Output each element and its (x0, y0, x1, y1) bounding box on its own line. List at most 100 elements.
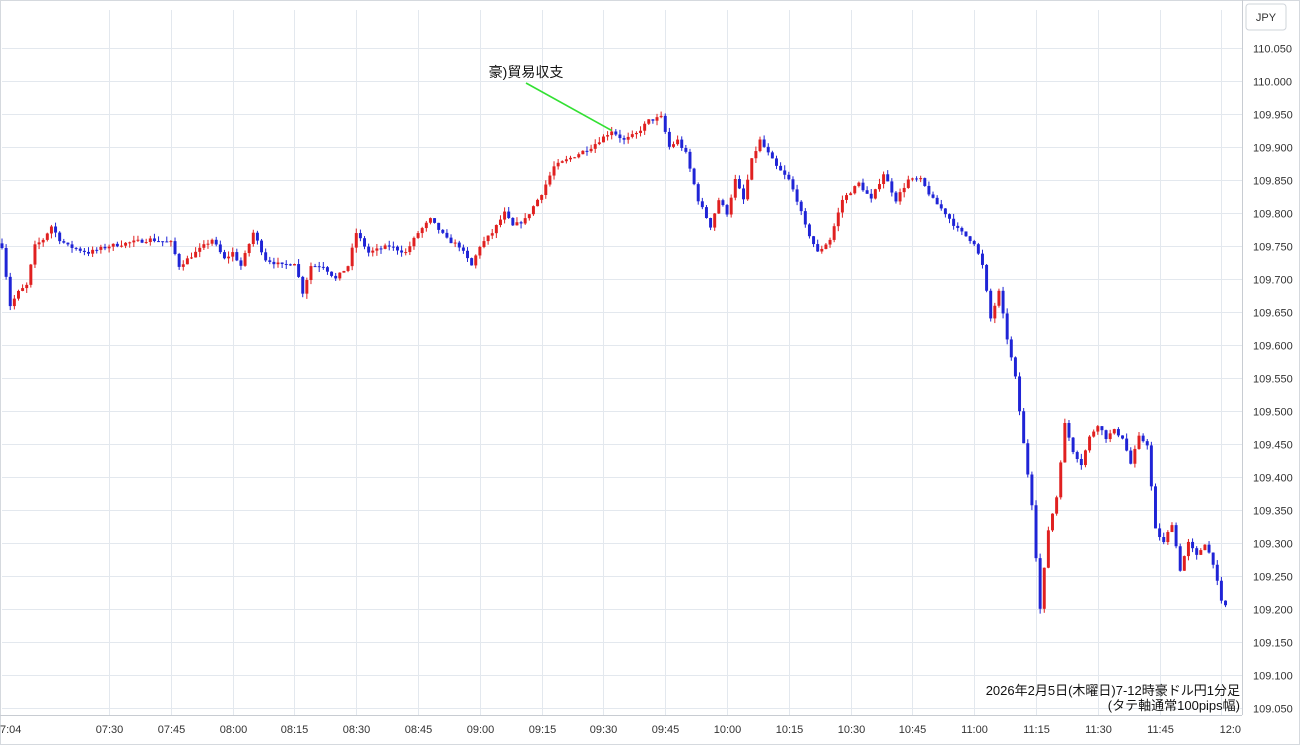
candle (424, 220, 428, 232)
candle-body (132, 240, 136, 243)
x-tick-label: 10:00 (714, 724, 742, 736)
candle-body (16, 290, 20, 299)
candle (729, 194, 733, 218)
candle (1001, 286, 1005, 319)
candle-body (531, 206, 535, 215)
candle-body (775, 158, 778, 166)
candle (474, 254, 478, 269)
candle (54, 222, 58, 238)
candle-body (886, 174, 890, 182)
candle-body (935, 197, 939, 205)
candle-body (643, 123, 647, 131)
candle (766, 143, 770, 156)
y-tick-label: 109.100 (1253, 671, 1293, 683)
candle-body (828, 239, 832, 245)
candle-body (754, 151, 758, 159)
candle (581, 150, 585, 155)
candle-body (729, 197, 733, 215)
candle-body (746, 179, 750, 200)
candle-body (1133, 448, 1137, 464)
candle (227, 251, 231, 264)
candle (1092, 429, 1096, 438)
candle (713, 213, 717, 231)
candle (647, 119, 651, 125)
candle-body (980, 253, 984, 265)
candle (775, 155, 778, 170)
candle (758, 136, 762, 153)
candle (803, 208, 807, 228)
candle (915, 176, 919, 182)
candle (1071, 437, 1075, 455)
candle (849, 191, 853, 196)
candle-body (919, 178, 923, 180)
candle-body (1030, 474, 1034, 506)
candle-body (177, 253, 181, 267)
x-tick-label: 09:45 (652, 724, 680, 736)
candle (651, 119, 655, 124)
candle (111, 243, 115, 251)
candle-body (103, 246, 107, 249)
candle (1063, 418, 1067, 463)
candle (445, 229, 449, 239)
candle (704, 205, 708, 219)
candle-body (107, 246, 111, 249)
candle-body (737, 178, 741, 189)
candle (165, 236, 169, 243)
currency-box (1245, 3, 1287, 31)
candle-body (62, 241, 66, 243)
candle-body (832, 226, 836, 240)
candle (791, 176, 795, 192)
candle (383, 243, 387, 250)
candle (976, 242, 980, 255)
candle (943, 208, 947, 218)
candle (956, 222, 960, 232)
candle (688, 148, 692, 172)
y-tick-label: 109.400 (1253, 473, 1293, 485)
candle-body (1121, 435, 1125, 439)
candle-body (976, 244, 980, 254)
candle (750, 158, 754, 181)
y-tick-label: 109.950 (1253, 110, 1293, 122)
candle (725, 203, 729, 217)
y-tick-label: 109.800 (1253, 209, 1293, 221)
candle (836, 207, 840, 232)
candle (902, 183, 906, 198)
candle (783, 165, 787, 180)
candle-body (507, 211, 511, 218)
candle (577, 152, 581, 159)
candle-body (556, 162, 560, 167)
candle (251, 229, 255, 247)
candle-body (1067, 423, 1071, 438)
candle (882, 171, 886, 189)
candle (1182, 555, 1186, 571)
candle-body (400, 250, 404, 253)
candle (787, 171, 791, 181)
candle (74, 247, 78, 251)
candle (293, 263, 296, 266)
candle (1149, 441, 1153, 491)
candle-body (433, 218, 437, 223)
candle-body (305, 280, 309, 294)
candle-body (321, 266, 325, 268)
candle-body (66, 242, 70, 245)
candle-body (297, 264, 301, 277)
candle (1207, 541, 1211, 554)
candle-body (787, 174, 791, 180)
candle-body (993, 305, 997, 319)
candle-body (1149, 445, 1153, 487)
candle (696, 182, 700, 205)
candle-body (412, 237, 416, 247)
candle-body (457, 242, 461, 248)
candle-body (284, 263, 288, 265)
candle (1046, 526, 1050, 569)
y-tick-label: 109.050 (1253, 704, 1293, 716)
candle-body (375, 248, 379, 251)
candle-body (235, 252, 239, 261)
candle-body (428, 218, 432, 223)
candle (91, 246, 95, 258)
candle (313, 263, 317, 268)
candle-body (247, 244, 251, 254)
candle-body (243, 253, 247, 266)
candle-body (882, 174, 886, 185)
